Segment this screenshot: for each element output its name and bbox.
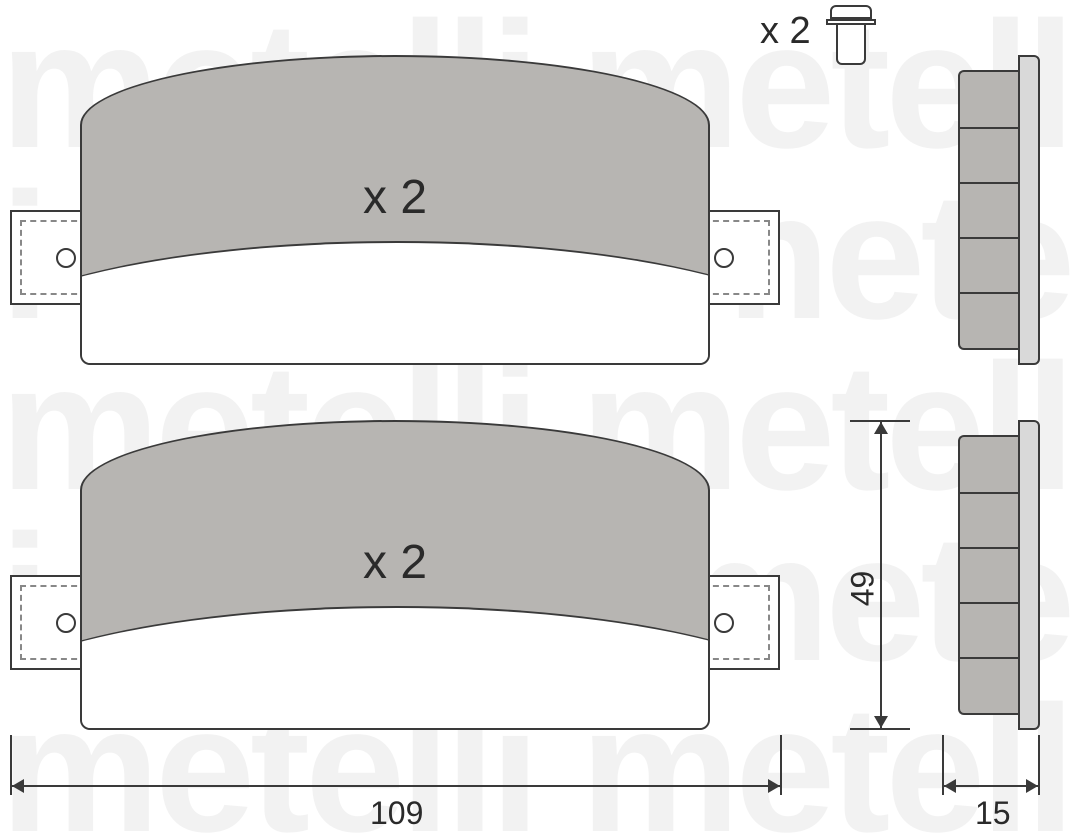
- dim-ext-line: [850, 728, 910, 730]
- bolt-icon: [830, 5, 876, 65]
- dim-ext-line: [780, 735, 782, 795]
- dim-width-line: [12, 785, 780, 787]
- brake-pad-profile-top: [930, 55, 1050, 365]
- mounting-hole: [714, 613, 734, 633]
- dim-height-value: 49: [844, 571, 881, 607]
- brake-pad-face-bottom: x 2: [10, 420, 780, 730]
- mounting-hole: [56, 248, 76, 268]
- brake-pad-profile-bottom: [930, 420, 1050, 730]
- mounting-hole: [714, 248, 734, 268]
- dim-thickness-value: 15: [975, 795, 1011, 832]
- mounting-hole: [56, 613, 76, 633]
- dim-thickness-line: [944, 785, 1038, 787]
- bolt-quantity-annotation: x 2: [760, 10, 811, 53]
- pad-qty-label: x 2: [10, 170, 780, 225]
- bolt-qty-label: x 2: [760, 10, 811, 52]
- dim-ext-line: [1038, 735, 1040, 795]
- brake-pad-face-top: x 2: [10, 55, 780, 365]
- dim-width-value: 109: [370, 795, 423, 832]
- pad-qty-label: x 2: [10, 535, 780, 590]
